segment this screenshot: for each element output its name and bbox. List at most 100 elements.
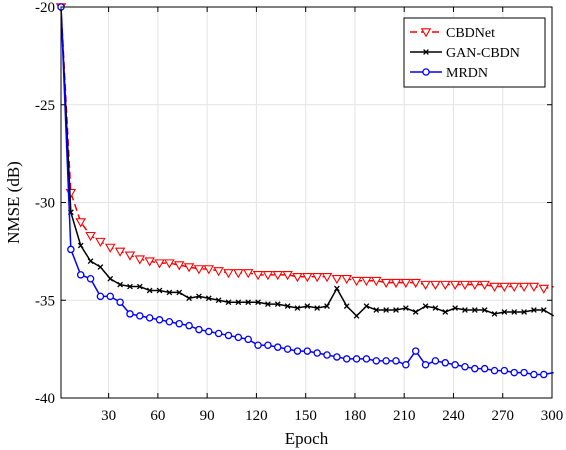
data-point-mrdn [362, 355, 371, 363]
data-point-cbdnet [371, 276, 382, 287]
data-point-cbdnet [449, 280, 461, 291]
data-point-mrdn [471, 364, 479, 373]
data-point-mrdn [283, 345, 292, 353]
data-point-cbdnet [302, 273, 313, 283]
data-point-mrdn [372, 357, 381, 365]
data-point-mrdn [402, 361, 410, 369]
data-point-mrdn [382, 357, 390, 365]
data-point-mrdn [86, 274, 95, 283]
data-point-mrdn [323, 351, 331, 359]
data-point-cbdnet [518, 282, 530, 292]
data-point-cbdnet [193, 265, 205, 275]
data-point-mrdn [461, 362, 469, 371]
data-point-gan-cbdn [452, 305, 458, 311]
data-point-cbdnet [164, 259, 175, 269]
data-point-cbdnet [341, 274, 352, 285]
data-point-gan-cbdn [274, 301, 281, 308]
data-point-mrdn [244, 335, 252, 344]
data-point-cbdnet [223, 269, 234, 279]
data-point-cbdnet [85, 231, 96, 242]
x-tick-label: 120 [245, 408, 268, 424]
data-point-gan-cbdn [245, 299, 252, 306]
data-point-mrdn [441, 359, 450, 367]
x-tick-label: 150 [294, 408, 317, 424]
data-point-cbdnet [390, 278, 402, 289]
y-tick-label: -20 [35, 0, 55, 16]
data-point-mrdn [421, 361, 430, 369]
legend-label: CBDNet [446, 26, 495, 41]
data-point-mrdn [67, 245, 75, 254]
data-point-gan-cbdn [521, 309, 527, 315]
data-point-cbdnet [124, 251, 136, 261]
data-point-gan-cbdn [215, 297, 222, 304]
data-point-gan-cbdn [402, 305, 409, 311]
data-point-cbdnet [400, 278, 412, 289]
series-mrdn [57, 3, 554, 379]
data-point-gan-cbdn [156, 287, 163, 294]
data-point-gan-cbdn [314, 305, 321, 311]
data-point-gan-cbdn [393, 307, 399, 313]
data-point-gan-cbdn [176, 289, 183, 296]
data-point-cbdnet [528, 282, 540, 292]
data-point-cbdnet [459, 280, 471, 291]
data-point-gan-cbdn [136, 283, 143, 290]
data-point-gan-cbdn [225, 299, 232, 306]
data-point-mrdn [145, 314, 154, 322]
data-point-gan-cbdn [186, 295, 192, 302]
data-point-cbdnet [233, 269, 244, 279]
data-point-mrdn [106, 292, 115, 301]
data-point-mrdn [136, 312, 144, 320]
legend-marker [420, 28, 432, 38]
x-axis-label: Epoch [285, 429, 329, 448]
data-point-cbdnet [489, 282, 500, 292]
data-point-mrdn [254, 341, 262, 349]
data-point-gan-cbdn [324, 303, 330, 309]
data-point-gan-cbdn [265, 301, 271, 308]
x-tick-label: 180 [344, 408, 367, 424]
data-point-cbdnet [321, 273, 333, 283]
data-point-gan-cbdn [304, 303, 311, 309]
legend-entry-gan-cbdn: GAN-CBDN [410, 46, 520, 61]
series-layer [55, 3, 555, 379]
data-point-cbdnet [538, 284, 550, 294]
data-point-gan-cbdn [422, 303, 429, 309]
data-point-cbdnet [282, 271, 293, 281]
data-point-gan-cbdn [412, 309, 419, 315]
data-point-cbdnet [272, 271, 284, 281]
y-tick-label: -25 [35, 98, 55, 114]
data-point-cbdnet [262, 271, 274, 281]
data-point-mrdn [431, 357, 440, 365]
data-point-mrdn [520, 368, 528, 377]
series-cbdnet [55, 3, 554, 294]
data-point-gan-cbdn [166, 289, 173, 296]
data-point-mrdn [185, 321, 193, 330]
data-point-gan-cbdn [334, 285, 340, 292]
data-point-gan-cbdn [501, 309, 508, 315]
data-point-cbdnet [508, 282, 520, 292]
data-point-mrdn [540, 370, 548, 379]
data-point-cbdnet [105, 243, 116, 253]
data-point-gan-cbdn [146, 287, 153, 294]
legend-entry-mrdn: MRDN [410, 66, 488, 81]
data-point-mrdn [342, 355, 351, 363]
data-point-cbdnet [331, 274, 343, 285]
data-point-cbdnet [292, 273, 303, 283]
data-point-cbdnet [173, 261, 185, 271]
legend: CBDNet GAN-CBDN MRDN [403, 17, 546, 88]
data-point-cbdnet [213, 267, 224, 277]
data-point-mrdn [76, 271, 85, 279]
data-point-gan-cbdn [87, 258, 94, 265]
data-point-mrdn [175, 319, 183, 328]
data-point-mrdn [293, 347, 302, 355]
data-point-cbdnet [479, 280, 490, 291]
data-point-gan-cbdn [127, 283, 133, 290]
data-point-gan-cbdn [511, 309, 518, 315]
data-point-mrdn [165, 318, 174, 326]
data-point-cbdnet [154, 259, 165, 269]
data-point-cbdnet [75, 218, 86, 228]
data-point-gan-cbdn [343, 303, 350, 309]
data-point-gan-cbdn [284, 303, 291, 309]
data-point-gan-cbdn [471, 307, 478, 313]
data-point-cbdnet [420, 280, 431, 291]
